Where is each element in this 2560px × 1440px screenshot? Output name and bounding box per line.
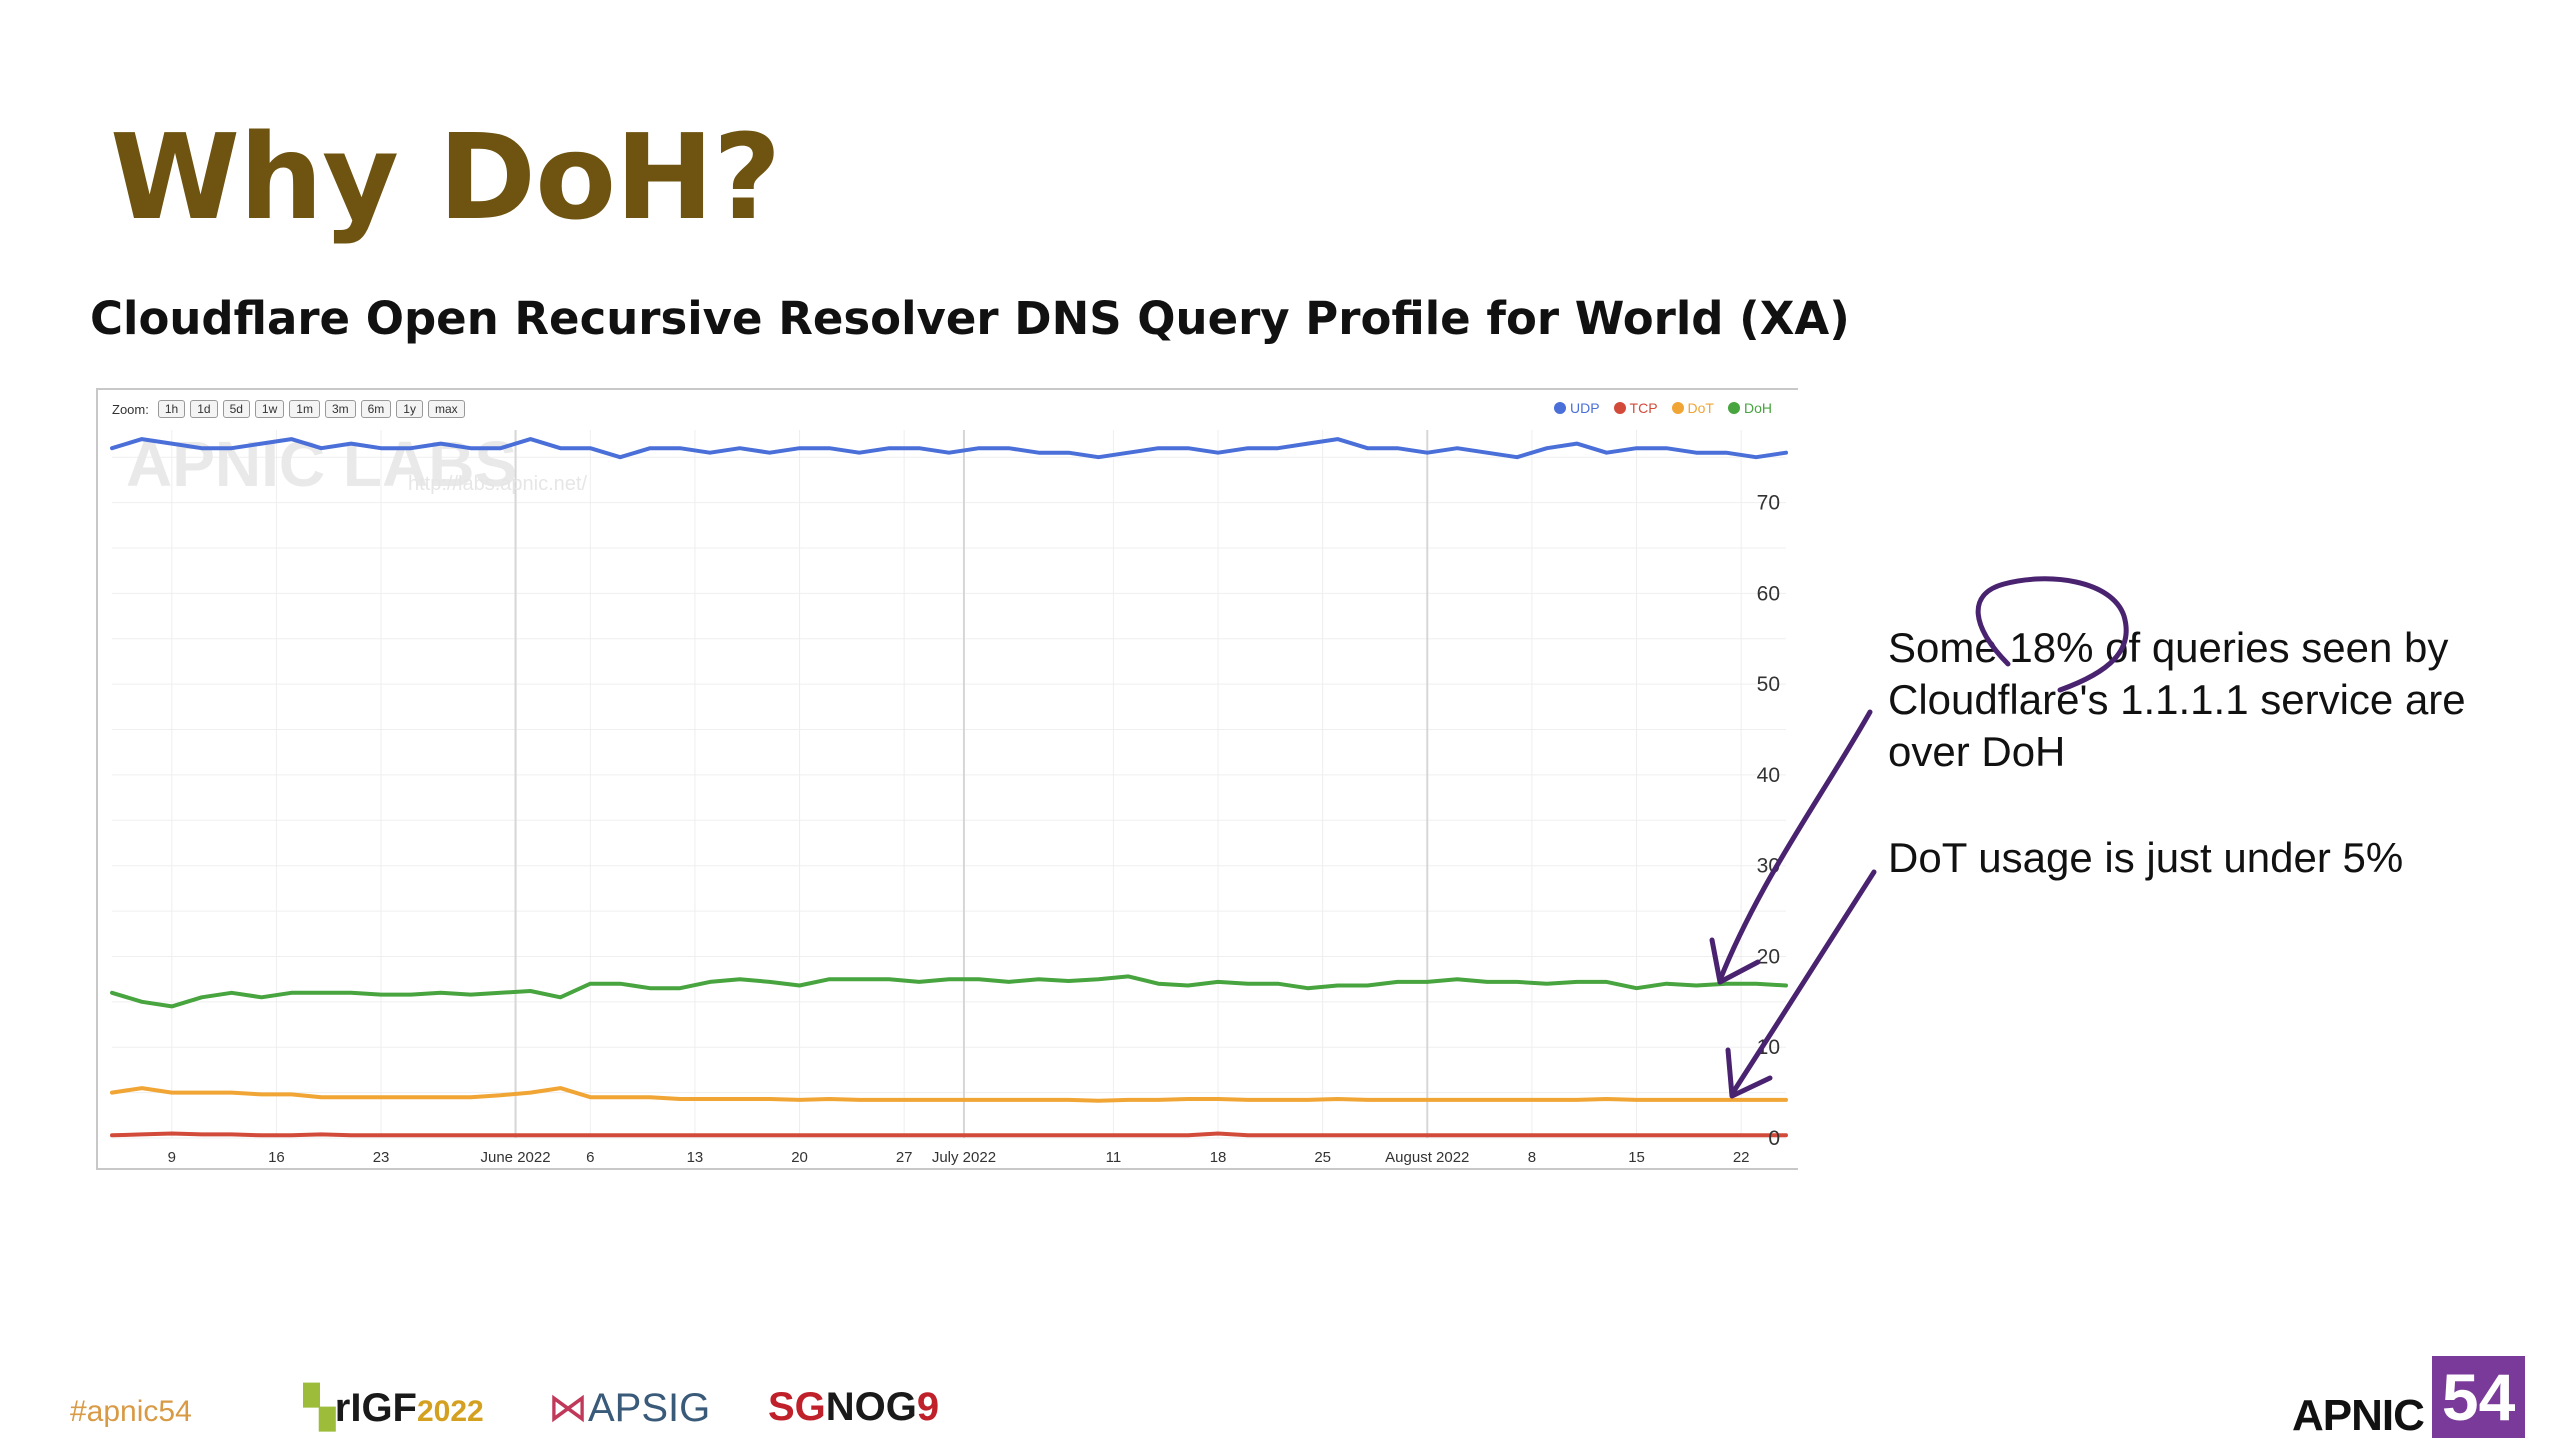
zoom-1d-button[interactable]: 1d bbox=[190, 400, 218, 418]
chart-legend: UDP TCP DoT DoH bbox=[1553, 400, 1772, 416]
y-tick-label: 20 bbox=[1757, 945, 1780, 968]
dot-annotation: DoT usage is just under 5% bbox=[1888, 834, 2404, 881]
x-tick-label: 15 bbox=[1628, 1149, 1645, 1166]
legend-label-doh: DoH bbox=[1743, 400, 1772, 416]
x-tick-label: August 2022 bbox=[1385, 1149, 1469, 1166]
legend-label-udp: UDP bbox=[1569, 400, 1600, 416]
x-tick-label: 27 bbox=[896, 1149, 913, 1166]
zoom-1m-button[interactable]: 1m bbox=[289, 400, 320, 418]
x-tick-label: 9 bbox=[168, 1149, 176, 1166]
y-tick-label: 70 bbox=[1757, 492, 1780, 515]
y-tick-label: 50 bbox=[1757, 673, 1780, 696]
y-tick-label: 30 bbox=[1757, 855, 1780, 878]
zoom-3m-button[interactable]: 3m bbox=[324, 400, 356, 418]
legend-item-udp[interactable]: UDP bbox=[1553, 400, 1600, 416]
x-tick-label: 11 bbox=[1106, 1149, 1122, 1166]
legend-swatch-dot bbox=[1671, 402, 1684, 414]
legend-swatch-udp bbox=[1553, 402, 1566, 414]
doh-annotation: Some 18% of queries seen by Cloudflare's… bbox=[1888, 624, 2466, 775]
zoom-toolbar: Zoom: 1h 1d 5d 1w 1m 3m 6m 1y max bbox=[112, 400, 465, 418]
x-tick-label: 25 bbox=[1314, 1149, 1331, 1166]
rigf-mark-icon: ▚ bbox=[304, 1386, 335, 1430]
series-line-dot bbox=[110, 1086, 1788, 1103]
x-tick-label: 6 bbox=[586, 1149, 594, 1166]
zoom-1w-button[interactable]: 1w bbox=[254, 400, 285, 418]
legend-label-tcp: TCP bbox=[1629, 400, 1658, 416]
x-tick-label: 8 bbox=[1528, 1149, 1536, 1166]
series-line-doh bbox=[110, 974, 1788, 1009]
apnic-logo-number: 54 bbox=[2431, 1356, 2526, 1438]
legend-item-dot[interactable]: DoT bbox=[1671, 400, 1714, 416]
y-tick-label: 60 bbox=[1757, 582, 1780, 605]
sgnog-logo: SGNOG9 bbox=[768, 1385, 940, 1429]
apnic-logo-text: APNIC bbox=[2292, 1391, 2425, 1440]
watermark-text: APNIC LABS bbox=[126, 428, 517, 500]
watermark-url: http://labs.apnic.net/ bbox=[408, 473, 587, 495]
zoom-1y-button[interactable]: 1y bbox=[396, 400, 423, 418]
x-tick-label: 20 bbox=[791, 1149, 808, 1166]
series-line-udp bbox=[110, 437, 1788, 460]
chart-title: Cloudflare Open Recursive Resolver DNS Q… bbox=[90, 292, 1850, 345]
zoom-5d-button[interactable]: 5d bbox=[222, 400, 250, 418]
legend-label-dot: DoT bbox=[1687, 400, 1714, 416]
zoom-6m-button[interactable]: 6m bbox=[360, 400, 392, 418]
apsig-logo: ⋈APSIG bbox=[548, 1386, 711, 1430]
legend-item-doh[interactable]: DoH bbox=[1727, 400, 1772, 416]
apsig-mark-icon: ⋈ bbox=[548, 1386, 588, 1430]
x-tick-label: 22 bbox=[1733, 1149, 1750, 1166]
x-tick-label: 18 bbox=[1210, 1149, 1227, 1166]
hashtag: #apnic54 bbox=[70, 1395, 192, 1428]
y-tick-label: 10 bbox=[1757, 1036, 1780, 1059]
x-tick-label: 23 bbox=[373, 1149, 390, 1166]
x-tick-label: 13 bbox=[687, 1149, 704, 1166]
chart-panel: APNIC LABS http://labs.apnic.net/0 10 20 30 4… bbox=[96, 388, 1798, 1170]
x-tick-label: June 2022 bbox=[481, 1149, 551, 1166]
series-line-tcp bbox=[110, 1131, 1788, 1138]
x-tick-label: July 2022 bbox=[932, 1149, 996, 1166]
legend-swatch-tcp bbox=[1613, 402, 1626, 414]
zoom-max-button[interactable]: max bbox=[427, 400, 465, 418]
legend-item-tcp[interactable]: TCP bbox=[1613, 400, 1658, 416]
legend-swatch-doh bbox=[1727, 402, 1740, 414]
zoom-label: Zoom: bbox=[112, 401, 149, 417]
rigf-logo: ▚rIGF2022 bbox=[304, 1386, 484, 1430]
apnic54-logo: APNIC 54 bbox=[2292, 1356, 2526, 1440]
y-tick-label: 0 bbox=[1768, 1127, 1780, 1150]
y-tick-label: 40 bbox=[1757, 764, 1780, 787]
zoom-1h-button[interactable]: 1h bbox=[157, 400, 186, 418]
slide-title: Why DoH? bbox=[110, 108, 781, 246]
x-tick-label: 16 bbox=[268, 1149, 285, 1166]
